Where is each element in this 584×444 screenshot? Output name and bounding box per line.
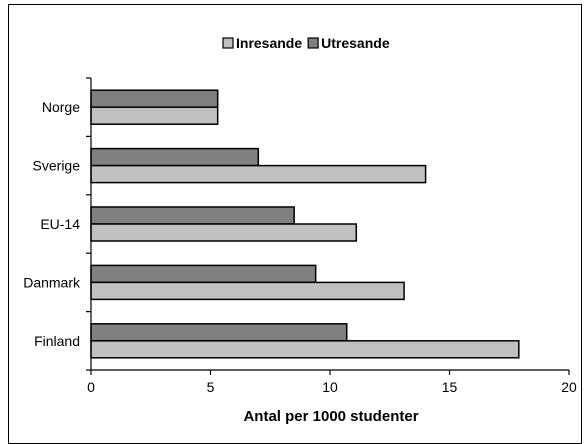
bar-inresande-norge — [90, 106, 219, 125]
legend-label-inresande: Inresande — [236, 35, 302, 51]
bar-inresande-eu-14 — [90, 223, 358, 242]
x-axis-title: Antal per 1000 studenter — [243, 408, 418, 425]
legend-swatch-inresande — [222, 37, 234, 49]
bar-inresande-sverige — [90, 164, 427, 184]
axes-group: Norge Sverige EU-14 Danmark Finland 0 5 10 15 20 — [23, 77, 577, 395]
bar-inresande-danmark — [90, 281, 405, 301]
x-tick-label: 5 — [207, 379, 215, 395]
bar-chart: Inresande Utresande Norge Sverige EU-14 Danm… — [23, 35, 577, 425]
legend-label-utresande: Utresande — [321, 35, 390, 51]
x-tick-label: 20 — [561, 379, 577, 395]
x-tick-label: 0 — [87, 379, 95, 395]
bar-utresande-finland — [90, 323, 348, 342]
bar-utresande-sverige — [90, 147, 260, 167]
bar-utresande-danmark — [90, 264, 317, 284]
category-label: Finland — [34, 333, 80, 349]
bar-utresande-eu-14 — [90, 206, 295, 225]
x-tick-label: 15 — [442, 379, 458, 395]
bars-group — [90, 89, 520, 359]
x-tick-label: 10 — [322, 379, 338, 395]
category-label: Danmark — [23, 274, 81, 290]
legend: Inresande Utresande — [222, 35, 390, 51]
legend-swatch-utresande — [307, 37, 319, 49]
bar-utresande-norge — [90, 89, 219, 108]
category-label: Sverige — [33, 158, 81, 174]
category-label: Norge — [42, 99, 80, 115]
bar-inresande-finland — [90, 340, 520, 359]
category-label: EU-14 — [40, 216, 80, 232]
